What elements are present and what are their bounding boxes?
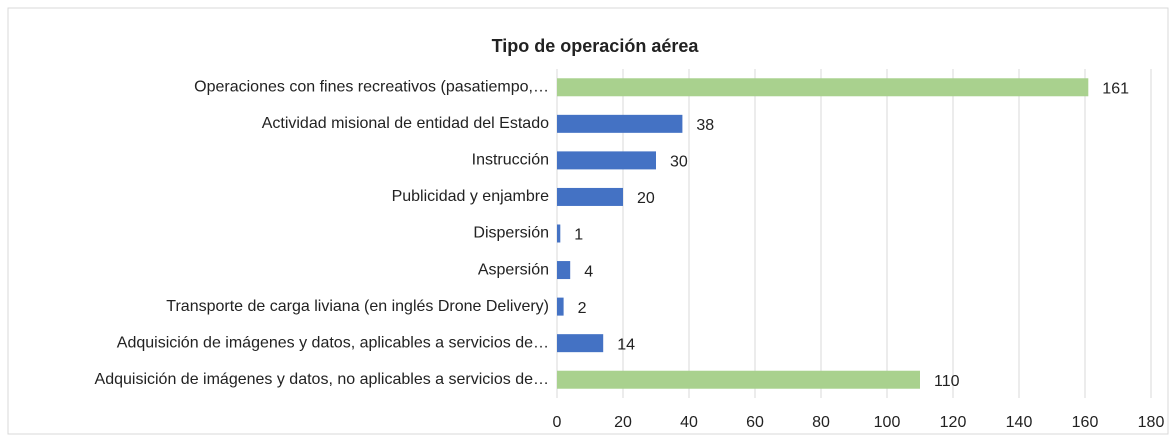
- value-label: 30: [670, 154, 688, 171]
- value-label: 20: [637, 190, 655, 207]
- bar: [557, 261, 571, 280]
- x-tick-label: 80: [812, 414, 830, 431]
- bar: [557, 187, 623, 206]
- value-label: 2: [578, 300, 587, 317]
- y-tick-label: Adquisición de imágenes y datos, no apli…: [95, 371, 549, 388]
- x-tick-label: 60: [746, 414, 764, 431]
- y-tick-label: Adquisición de imágenes y datos, aplicab…: [117, 334, 549, 351]
- bar: [557, 334, 604, 353]
- value-label: 4: [584, 263, 593, 280]
- bar: [557, 78, 1089, 97]
- x-tick-label: 120: [940, 414, 967, 431]
- y-tick-label: Dispersión: [473, 225, 549, 242]
- y-tick-label: Operaciones con fines recreativos (pasat…: [194, 78, 549, 95]
- bar: [557, 114, 683, 133]
- bar: [557, 224, 561, 243]
- value-label: 38: [696, 117, 714, 134]
- x-tick-label: 40: [680, 414, 698, 431]
- chart-title: Tipo de operación aérea: [492, 36, 700, 56]
- value-label: 110: [934, 373, 960, 390]
- y-tick-label: Publicidad y enjambre: [392, 188, 550, 205]
- x-tick-label: 0: [553, 414, 562, 431]
- value-label: 161: [1102, 80, 1129, 97]
- y-tick-label: Transporte de carga liviana (en inglés D…: [166, 298, 549, 315]
- value-label: 14: [617, 336, 635, 353]
- y-tick-label: Instrucción: [472, 152, 549, 169]
- y-tick-label: Aspersión: [478, 261, 549, 278]
- bar: [557, 297, 564, 316]
- x-tick-label: 160: [1072, 414, 1099, 431]
- bar: [557, 370, 920, 389]
- y-tick-label: Actividad misional de entidad del Estado: [262, 115, 549, 132]
- value-label: 1: [574, 227, 583, 244]
- bar: [557, 151, 656, 170]
- x-tick-label: 140: [1006, 414, 1033, 431]
- x-tick-label: 180: [1138, 414, 1165, 431]
- x-tick-label: 20: [614, 414, 632, 431]
- x-tick-label: 100: [874, 414, 901, 431]
